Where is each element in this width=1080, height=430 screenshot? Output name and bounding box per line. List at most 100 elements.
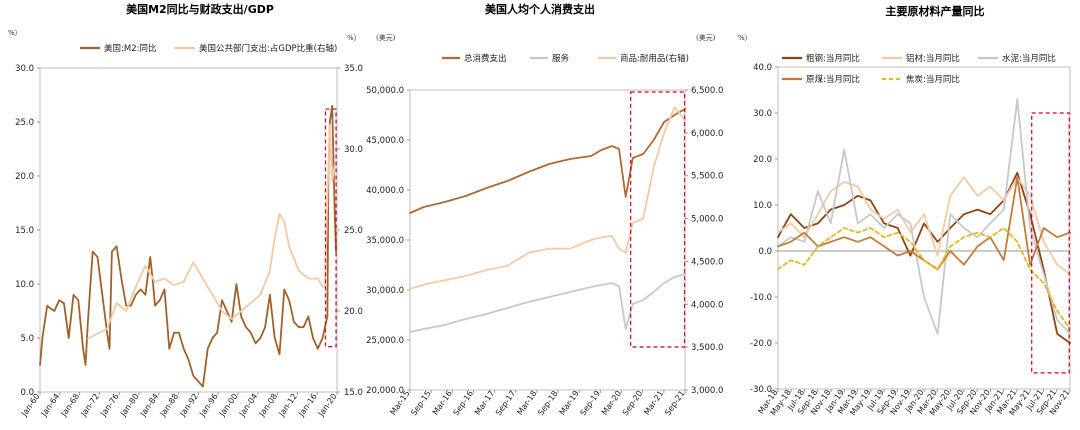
y-right-tick-label: 4,000.0 <box>691 300 723 310</box>
x-tick-label: Jan-08 <box>257 392 280 419</box>
highlight-box <box>630 91 686 348</box>
y-right-tick-label: 5,000.0 <box>691 215 723 225</box>
y-tick-label: 0.0 <box>758 247 772 257</box>
y-tick-label: 10.0 <box>753 201 772 211</box>
series-line-5 <box>777 227 1071 331</box>
x-tick-label: Jan-20 <box>316 392 339 419</box>
chart-2: 美国人均个人消费支出 (美元) (美元) 20,000.0 25,000.0 30,000… <box>366 2 723 417</box>
highlight-box <box>324 108 337 348</box>
series-line-3 <box>409 106 686 290</box>
y-tick-label: 20,000.0 <box>366 386 404 396</box>
left-axis-unit: %） <box>738 34 752 42</box>
y-right-tick-label: 35.0 <box>344 64 363 74</box>
x-tick-label: Mar-18 <box>515 389 538 417</box>
legend-label: 服务 <box>552 53 570 64</box>
x-tick-label: Sep-18 <box>536 389 560 417</box>
right-axis-unit: %） <box>347 34 361 42</box>
x-tick-label: Jan-80 <box>118 392 141 419</box>
y-right-tick-label: 6,500.0 <box>691 86 723 96</box>
x-tick-label: Mar-19 <box>558 389 581 417</box>
plot-frame <box>777 66 1071 390</box>
legend-label: 铝材:当月同比 <box>906 53 960 64</box>
legend-label: 粗钢:当月同比 <box>806 53 860 64</box>
x-tick-label: Jan-16 <box>296 392 319 419</box>
plot-frame <box>39 67 338 393</box>
y-right-tick-label: 3,500.0 <box>691 343 723 353</box>
legend-label: 商品:耐用品(右轴) <box>620 53 689 64</box>
x-tick-label: Sep-20 <box>621 389 645 417</box>
y-right-tick-label: 15.0 <box>344 388 363 398</box>
y-tick-label: 25.0 <box>15 118 34 128</box>
x-tick-label: Jan-76 <box>98 392 121 419</box>
y-tick-label: 40.0 <box>753 63 772 73</box>
x-tick-label: Jan-92 <box>178 392 201 419</box>
x-tick-label: Jan-12 <box>277 392 300 419</box>
y-tick-label: 50,000.0 <box>366 86 404 96</box>
y-right-tick-label: 30.0 <box>344 145 363 155</box>
chart-title: 主要原材料产量同比 <box>886 4 985 18</box>
highlight-box <box>1031 112 1070 374</box>
series-line-2 <box>777 176 1071 275</box>
y-tick-label: 25,000.0 <box>366 336 404 346</box>
y-right-tick-label: 20.0 <box>344 307 363 317</box>
x-tick-label: Mar-21 <box>642 389 665 417</box>
series-line-2 <box>87 123 336 340</box>
chart-title: 美国人均个人消费支出 <box>485 2 595 16</box>
y-tick-label: -10.0 <box>750 293 772 303</box>
x-tick-label: Mar-16 <box>431 389 454 417</box>
x-tick-label: Sep-15 <box>409 389 433 417</box>
x-tick-label: Sep-17 <box>494 389 518 417</box>
x-tick-label: Jan-04 <box>237 392 260 419</box>
series-line-1 <box>409 108 686 214</box>
y-right-tick-label: 3,000.0 <box>691 386 723 396</box>
x-tick-label: Mar-20 <box>600 389 623 417</box>
legend-label: 美国:M2:同比 <box>104 43 156 54</box>
y-tick-label: 30.0 <box>15 64 34 74</box>
x-tick-label: Jan-96 <box>197 392 220 419</box>
x-tick-label: Jan-00 <box>217 392 240 419</box>
y-tick-label: 5.0 <box>20 334 34 344</box>
legend-label: 美国公共部门支出:占GDP比重(右轴) <box>199 43 337 54</box>
y-right-tick-label: 25.0 <box>344 226 363 236</box>
legend-label: 水泥:当月同比 <box>1002 53 1056 64</box>
y-tick-label: 20.0 <box>15 172 34 182</box>
x-tick-label: Sep-16 <box>452 389 476 417</box>
y-right-tick-label: 6,000.0 <box>691 129 723 139</box>
y-tick-label: -20.0 <box>750 339 772 349</box>
y-tick-label: 15.0 <box>15 226 34 236</box>
series-line-1 <box>39 104 337 388</box>
legend-label: 总消费支出 <box>464 53 507 64</box>
chart-title: 美国M2同比与财政支出/GDP <box>126 2 274 16</box>
x-tick-label: Jan-88 <box>158 392 181 419</box>
x-tick-label: Jan-84 <box>138 392 161 419</box>
x-tick-label: Mar-17 <box>473 389 496 417</box>
y-tick-label: 35,000.0 <box>366 236 404 246</box>
x-tick-label: Jan-72 <box>79 392 102 419</box>
series-line-1 <box>777 171 1071 344</box>
y-tick-label: 40,000.0 <box>366 186 404 196</box>
chart-1: 美国M2同比与财政支出/GDP %） %） 0.0 5.0 10.0 15.0 20.0 25.… <box>8 2 363 419</box>
y-tick-label: 10.0 <box>15 280 34 290</box>
y-tick-label: 30.0 <box>753 109 772 119</box>
right-axis-unit: (美元) <box>696 33 716 42</box>
x-tick-label: Jan-64 <box>39 392 62 419</box>
y-tick-label: 45,000.0 <box>366 136 404 146</box>
y-tick-label: 20.0 <box>753 155 772 165</box>
left-axis-unit: (美元) <box>376 33 396 42</box>
x-tick-label: Sep-21 <box>663 389 687 417</box>
chart-3: 主要原材料产量同比 %） -30.0 -20.0 -10.0 0.0 10.0 20.0 30.… <box>738 4 1072 417</box>
y-tick-label: -30.0 <box>750 385 772 395</box>
y-tick-label: 30,000.0 <box>366 286 404 296</box>
x-tick-label: Jan-68 <box>59 392 82 419</box>
y-right-tick-label: 4,500.0 <box>691 257 723 267</box>
y-right-tick-label: 5,500.0 <box>691 172 723 182</box>
x-tick-label: Sep-19 <box>579 389 603 417</box>
legend-label: 原煤:当月同比 <box>806 74 860 85</box>
left-axis-unit: %） <box>8 29 22 37</box>
series-line-2 <box>409 273 686 333</box>
legend-label: 焦炭:当月同比 <box>906 74 960 85</box>
y-tick-label: 0.0 <box>20 388 34 398</box>
plot-frame <box>409 89 686 391</box>
series-line-3 <box>777 98 1071 335</box>
